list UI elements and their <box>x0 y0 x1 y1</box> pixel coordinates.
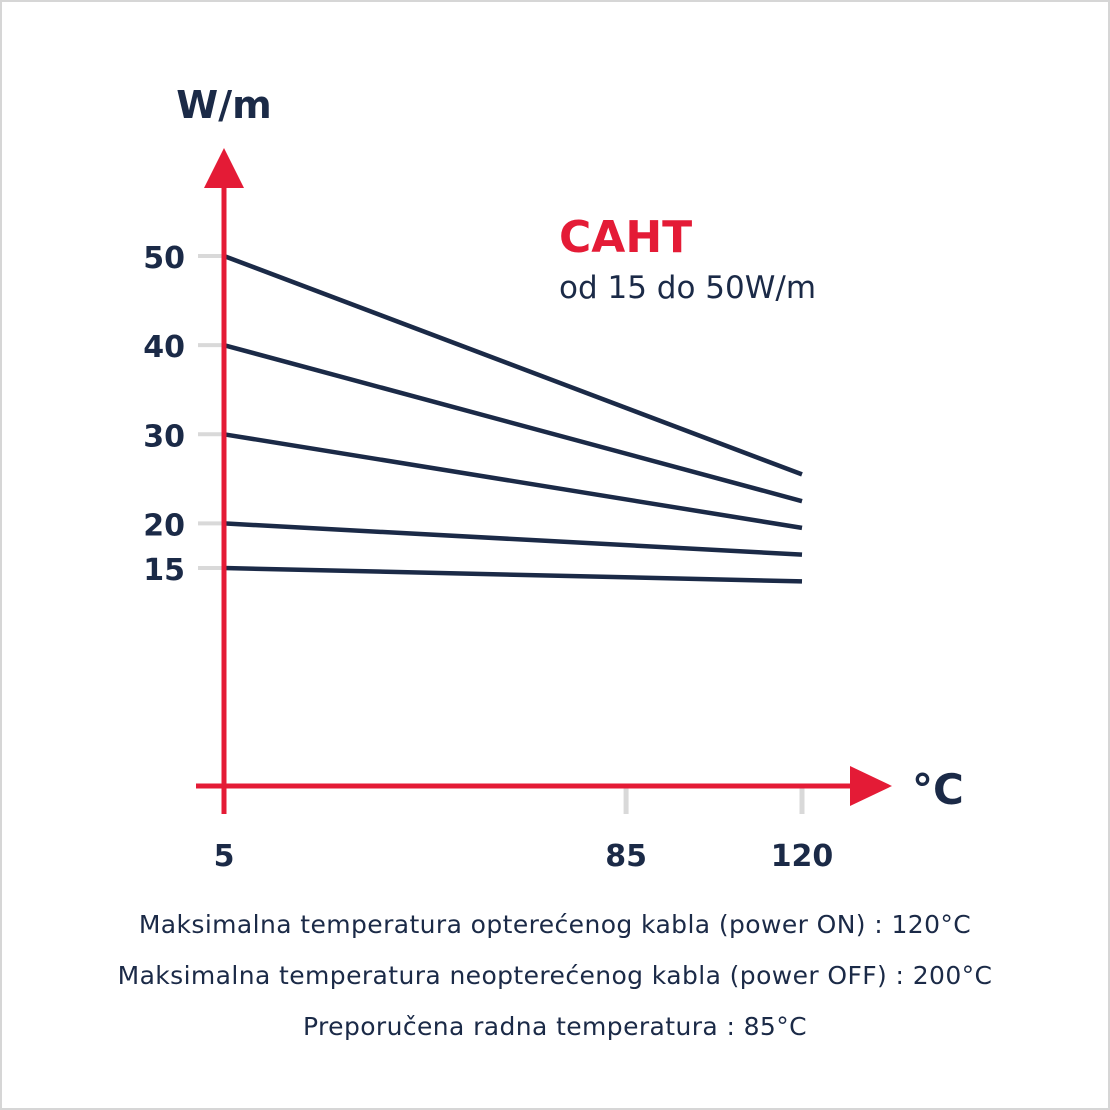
x-tick-label: 85 <box>605 839 647 874</box>
temperature-notes: Maksimalna temperatura opterećenog kabla… <box>2 902 1108 1055</box>
note-recommended-temperature: Preporučena radna temperatura : 85°C <box>303 1012 807 1041</box>
series-line <box>223 565 803 584</box>
chart-title: CAHT <box>559 212 692 263</box>
y-tick-label: 15 <box>143 553 185 588</box>
power-temperature-chart: CAHT od 15 do 50W/m W/m °C 15 20 30 40 50 5 85… <box>143 83 964 874</box>
note-max-power-on: Maksimalna temperatura opterećenog kabla… <box>138 910 972 939</box>
y-tick-label: 50 <box>143 241 185 276</box>
y-axis-arrowhead <box>204 148 244 188</box>
x-axis-arrowhead <box>850 766 892 806</box>
x-axis-label: °C <box>912 765 964 814</box>
series-line <box>223 432 803 531</box>
y-axis-label: W/m <box>176 83 271 127</box>
series-line <box>223 521 803 557</box>
y-tick-label: 30 <box>143 419 185 454</box>
y-tick-label: 20 <box>143 508 185 543</box>
chart-subtitle: od 15 do 50W/m <box>559 270 816 306</box>
series-line <box>223 342 803 504</box>
note-max-power-off: Maksimalna temperatura neopterećenog kab… <box>117 961 993 990</box>
x-tick-label: 5 <box>214 839 235 874</box>
series-line <box>223 253 803 477</box>
y-tick-label: 40 <box>143 330 185 365</box>
x-tick-label: 120 <box>771 839 834 874</box>
